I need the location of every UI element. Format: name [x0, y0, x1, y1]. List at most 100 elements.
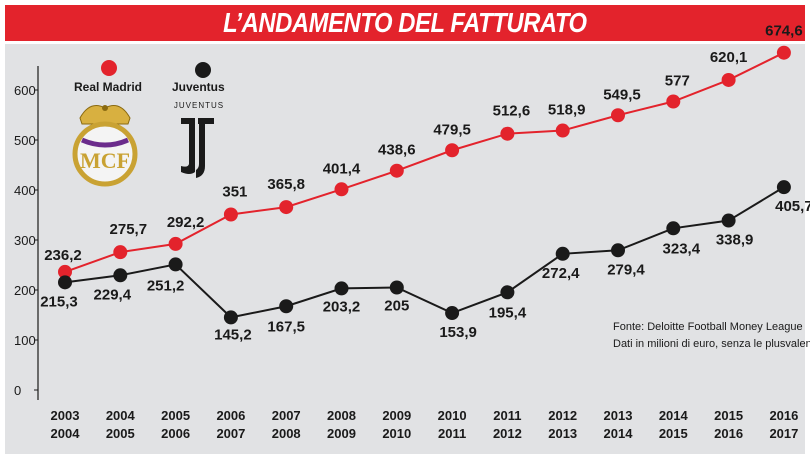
data-point-real-madrid [223, 207, 238, 222]
data-label-juventus: 338,9 [716, 232, 754, 249]
data-point-real-madrid [776, 45, 791, 60]
x-tick-label-start: 2003 [51, 408, 80, 423]
data-label-juventus: 145,2 [214, 326, 252, 343]
x-tick-label-end: 2006 [161, 426, 190, 441]
data-point-juventus [611, 243, 625, 258]
data-point-real-madrid [555, 123, 570, 138]
data-label-juventus: 229,4 [94, 286, 132, 303]
data-label-juventus: 272,4 [542, 265, 580, 282]
x-tick-label-start: 2011 [493, 408, 521, 423]
x-tick-label-start: 2006 [216, 408, 245, 423]
data-label-real-madrid: 236,2 [44, 247, 82, 264]
data-label-juventus: 251,2 [147, 277, 185, 294]
data-label-real-madrid: 577 [665, 73, 690, 90]
x-tick-label-end: 2014 [604, 426, 634, 441]
chart-axes: 0 100 200 300 400 500 600 2003 2004 2004 2005 2005 2… [14, 66, 798, 441]
data-point-juventus [721, 213, 736, 228]
data-point-juventus [776, 180, 791, 195]
data-label-juventus: 323,4 [663, 240, 701, 257]
data-label-real-madrid: 479,5 [433, 121, 471, 138]
data-label-juventus: 153,9 [439, 324, 477, 341]
legend-label-juventus: Juventus [172, 80, 225, 94]
x-tick-label-start: 2010 [438, 408, 467, 423]
data-label-real-madrid: 549,5 [603, 86, 641, 103]
source-note-line-2: Dati in milioni di euro, senza le plusva… [613, 338, 810, 350]
data-label-real-madrid: 292,2 [167, 214, 205, 231]
data-point-juventus [58, 275, 72, 290]
x-tick-label-start: 2014 [659, 408, 689, 423]
data-point-real-madrid [611, 108, 625, 123]
data-point-juventus [279, 299, 294, 314]
data-point-juventus [223, 310, 238, 325]
x-tick-label-start: 2004 [106, 408, 136, 423]
data-point-juventus [168, 257, 183, 272]
data-label-juventus: 279,4 [607, 261, 645, 278]
x-tick-label-end: 2007 [216, 426, 245, 441]
x-tick-label-start: 2013 [604, 408, 633, 423]
juventus-logo-icon: JUVENTUS [174, 101, 224, 178]
x-tick-label-end: 2012 [493, 426, 522, 441]
data-label-juventus: 405,7 [775, 198, 810, 215]
x-tick-label-end: 2011 [438, 426, 466, 441]
data-label-real-madrid: 518,9 [548, 102, 586, 119]
data-label-juventus: 205 [384, 298, 409, 315]
source-note-line-1: Fonte: Deloitte Football Money League [613, 321, 803, 333]
data-label-real-madrid: 401,4 [323, 160, 361, 177]
x-tick-label-end: 2009 [327, 426, 356, 441]
y-tick-label: 200 [14, 283, 36, 298]
data-label-real-madrid: 674,6 [765, 23, 803, 40]
x-tick-label-end: 2016 [714, 426, 743, 441]
x-tick-label-start: 2008 [327, 408, 356, 423]
x-tick-label-start: 2015 [714, 408, 743, 423]
series-line-juventus [64, 186, 785, 319]
x-tick-label-start: 2009 [382, 408, 411, 423]
legend-marker-real-madrid [101, 60, 117, 76]
data-label-juventus: 203,2 [323, 298, 361, 315]
data-point-real-madrid [334, 182, 349, 197]
data-point-juventus [389, 280, 404, 295]
data-point-real-madrid [721, 72, 736, 87]
y-tick-label: 500 [14, 133, 36, 148]
chart-data-labels: 236,2 275,7 292,2 351 365,8 401,4 438,6 479,5 51… [40, 23, 810, 344]
real-madrid-crest-icon: MCF [72, 105, 138, 187]
x-tick-label-end: 2015 [659, 426, 688, 441]
y-tick-label: 0 [14, 383, 21, 398]
x-tick-label-start: 2005 [161, 408, 190, 423]
x-tick-label-start: 2012 [548, 408, 577, 423]
data-point-real-madrid [58, 264, 72, 279]
data-point-real-madrid [445, 143, 460, 158]
data-label-juventus: 167,5 [267, 318, 305, 335]
chart-title-bar: L’ANDAMENTO DEL FATTURATO [5, 5, 805, 41]
data-point-juventus [666, 221, 681, 236]
y-tick-label: 400 [14, 183, 36, 198]
data-point-juventus [445, 306, 460, 321]
data-point-juventus [334, 281, 349, 296]
x-tick-label-end: 2008 [272, 426, 301, 441]
juventus-wordmark: JUVENTUS [174, 101, 224, 110]
chart-series-lines [64, 51, 785, 319]
data-label-real-madrid: 351 [222, 184, 247, 201]
x-tick-label-end: 2004 [51, 426, 81, 441]
data-point-real-madrid [500, 126, 515, 141]
data-point-real-madrid [113, 245, 128, 260]
chart-data-points [58, 45, 791, 325]
data-point-juventus [113, 268, 128, 283]
legend-marker-juventus [195, 62, 211, 78]
x-tick-label-end: 2010 [382, 426, 411, 441]
data-label-real-madrid: 275,7 [110, 221, 148, 238]
data-label-juventus: 215,3 [40, 293, 78, 310]
x-tick-label-start: 2007 [272, 408, 301, 423]
legend: Real Madrid Juventus [74, 60, 225, 94]
x-tick-label-end: 2005 [106, 426, 135, 441]
data-point-juventus [555, 246, 570, 261]
chart-title: L’ANDAMENTO DEL FATTURATO [223, 7, 587, 38]
y-tick-label: 100 [14, 333, 36, 348]
data-point-real-madrid [666, 94, 681, 109]
y-tick-label: 600 [14, 83, 36, 98]
data-label-real-madrid: 512,6 [493, 103, 531, 120]
series-line-real-madrid [64, 51, 785, 273]
data-point-juventus [500, 285, 515, 300]
real-crest-letters: MCF [80, 148, 130, 173]
x-tick-label-start: 2016 [769, 408, 798, 423]
